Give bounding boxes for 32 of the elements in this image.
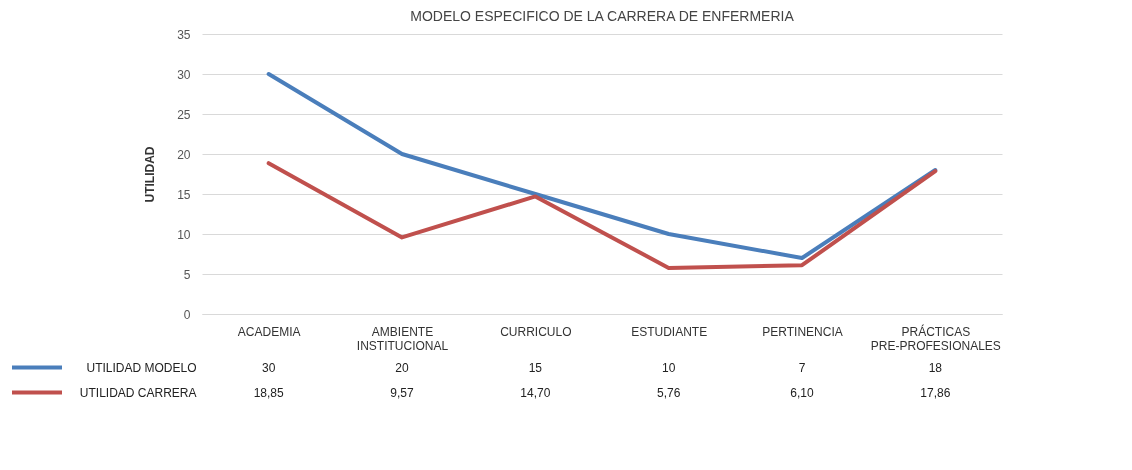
x-tick-label: ESTUDIANTE — [631, 324, 708, 339]
data-label: 10 — [661, 360, 676, 375]
data-label: 18 — [928, 360, 943, 375]
y-tick-label: 10 — [177, 227, 191, 242]
data-label: 18,85 — [253, 385, 285, 400]
line-series — [266, 161, 938, 270]
y-tick-label: 20 — [177, 147, 191, 162]
legend-label: UTILIDAD MODELO — [86, 360, 197, 375]
x-tick-label: PERTINENCIA — [762, 324, 843, 339]
y-tick-label: 25 — [177, 107, 191, 122]
data-label: 6,10 — [790, 385, 814, 400]
data-label: 7 — [798, 360, 806, 375]
legend-label: UTILIDAD CARRERA — [79, 385, 197, 400]
y-axis-title: UTILIDAD — [143, 146, 158, 203]
x-tick-label: CURRICULO — [500, 324, 572, 339]
data-label: 15 — [528, 360, 543, 375]
x-tick-label: AMBIENTE INSTITUCIONAL — [356, 324, 449, 353]
y-tick-label: 5 — [183, 267, 191, 282]
y-tick-label: 35 — [177, 27, 191, 42]
y-tick-label: 15 — [177, 187, 191, 202]
line-series — [266, 72, 938, 260]
data-label: 17,86 — [920, 385, 951, 400]
x-tick-label: PRÁCTICAS PRE-PROFESIONALES — [870, 323, 1001, 353]
data-label: 5,76 — [656, 385, 681, 400]
y-tick-label: 30 — [177, 67, 191, 82]
y-tick-label: 0 — [183, 307, 191, 322]
data-label: 30 — [261, 360, 276, 375]
chart-title: MODELO ESPECIFICO DE LA CARRERA DE ENFERMERIA — [410, 8, 795, 24]
data-label: 9,57 — [390, 385, 414, 400]
x-tick-label: ACADEMIA — [237, 324, 301, 339]
data-label: 14,70 — [520, 385, 551, 400]
data-label: 20 — [395, 360, 409, 375]
